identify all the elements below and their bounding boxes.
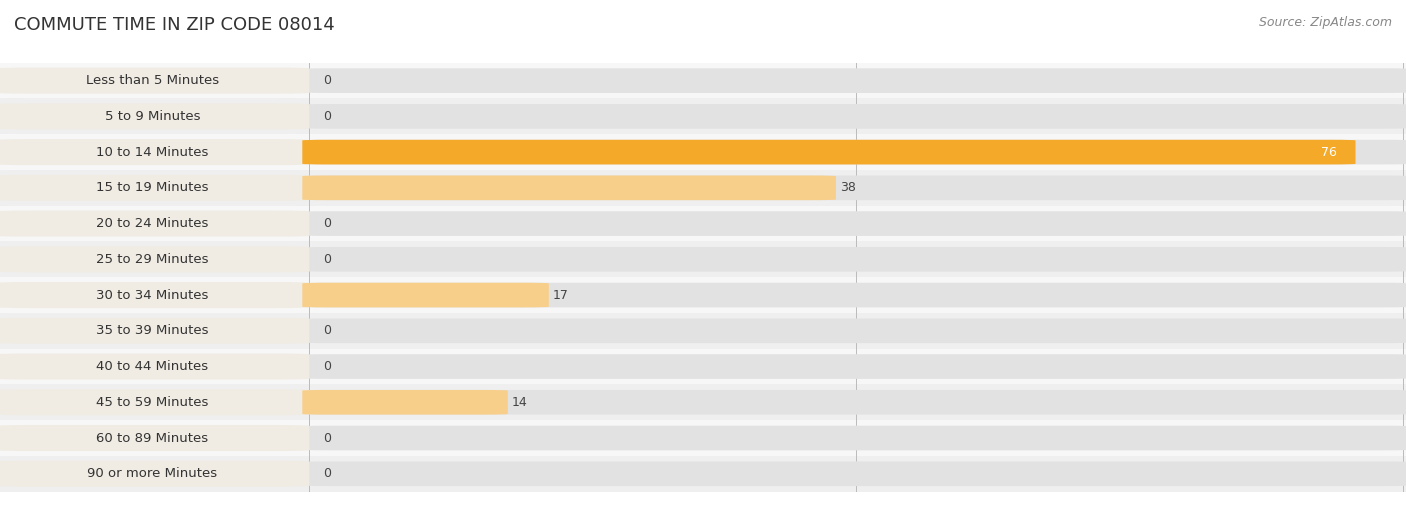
FancyBboxPatch shape bbox=[302, 461, 1406, 486]
FancyBboxPatch shape bbox=[0, 313, 1406, 349]
Text: 14: 14 bbox=[512, 396, 527, 409]
Text: 40 to 44 Minutes: 40 to 44 Minutes bbox=[97, 360, 208, 373]
FancyBboxPatch shape bbox=[0, 67, 309, 94]
FancyBboxPatch shape bbox=[0, 170, 1406, 206]
FancyBboxPatch shape bbox=[302, 69, 1406, 93]
FancyBboxPatch shape bbox=[0, 139, 309, 165]
FancyBboxPatch shape bbox=[0, 246, 309, 272]
FancyBboxPatch shape bbox=[302, 104, 1406, 129]
Text: 76: 76 bbox=[1322, 145, 1337, 158]
FancyBboxPatch shape bbox=[0, 425, 309, 451]
FancyBboxPatch shape bbox=[0, 349, 1406, 384]
FancyBboxPatch shape bbox=[302, 426, 1406, 450]
FancyBboxPatch shape bbox=[302, 354, 1406, 379]
FancyBboxPatch shape bbox=[0, 98, 1406, 134]
FancyBboxPatch shape bbox=[302, 319, 1406, 343]
Text: 20 to 24 Minutes: 20 to 24 Minutes bbox=[97, 217, 208, 230]
Text: 35 to 39 Minutes: 35 to 39 Minutes bbox=[96, 324, 209, 337]
FancyBboxPatch shape bbox=[0, 318, 309, 344]
FancyBboxPatch shape bbox=[0, 242, 1406, 277]
Text: 25 to 29 Minutes: 25 to 29 Minutes bbox=[96, 253, 209, 266]
FancyBboxPatch shape bbox=[0, 206, 1406, 242]
FancyBboxPatch shape bbox=[0, 134, 1406, 170]
Text: 60 to 89 Minutes: 60 to 89 Minutes bbox=[97, 431, 208, 445]
FancyBboxPatch shape bbox=[302, 390, 1406, 415]
Text: 0: 0 bbox=[323, 324, 332, 337]
FancyBboxPatch shape bbox=[302, 176, 837, 200]
Text: 30 to 34 Minutes: 30 to 34 Minutes bbox=[97, 289, 208, 302]
FancyBboxPatch shape bbox=[302, 176, 1406, 200]
FancyBboxPatch shape bbox=[0, 104, 309, 129]
FancyBboxPatch shape bbox=[0, 354, 309, 380]
FancyBboxPatch shape bbox=[0, 389, 309, 415]
FancyBboxPatch shape bbox=[0, 175, 309, 201]
FancyBboxPatch shape bbox=[0, 384, 1406, 420]
Text: 0: 0 bbox=[323, 110, 332, 123]
FancyBboxPatch shape bbox=[0, 63, 1406, 98]
Text: 0: 0 bbox=[323, 74, 332, 87]
FancyBboxPatch shape bbox=[0, 420, 1406, 456]
Text: 10 to 14 Minutes: 10 to 14 Minutes bbox=[97, 145, 208, 158]
Text: 0: 0 bbox=[323, 431, 332, 445]
FancyBboxPatch shape bbox=[0, 211, 309, 236]
Text: Source: ZipAtlas.com: Source: ZipAtlas.com bbox=[1258, 16, 1392, 29]
FancyBboxPatch shape bbox=[302, 140, 1355, 164]
Text: 0: 0 bbox=[323, 360, 332, 373]
FancyBboxPatch shape bbox=[302, 211, 1406, 236]
FancyBboxPatch shape bbox=[0, 282, 309, 308]
FancyBboxPatch shape bbox=[0, 277, 1406, 313]
Text: 17: 17 bbox=[553, 289, 569, 302]
Text: 15 to 19 Minutes: 15 to 19 Minutes bbox=[96, 181, 209, 195]
Text: 90 or more Minutes: 90 or more Minutes bbox=[87, 467, 218, 480]
Text: 45 to 59 Minutes: 45 to 59 Minutes bbox=[97, 396, 208, 409]
Text: 0: 0 bbox=[323, 467, 332, 480]
FancyBboxPatch shape bbox=[302, 283, 1406, 308]
FancyBboxPatch shape bbox=[302, 140, 1406, 164]
Text: 5 to 9 Minutes: 5 to 9 Minutes bbox=[105, 110, 200, 123]
Text: 38: 38 bbox=[841, 181, 856, 195]
FancyBboxPatch shape bbox=[302, 390, 508, 415]
Text: 0: 0 bbox=[323, 217, 332, 230]
Text: Less than 5 Minutes: Less than 5 Minutes bbox=[86, 74, 219, 87]
FancyBboxPatch shape bbox=[0, 456, 1406, 492]
FancyBboxPatch shape bbox=[0, 461, 309, 487]
Text: 0: 0 bbox=[323, 253, 332, 266]
FancyBboxPatch shape bbox=[302, 247, 1406, 271]
Text: COMMUTE TIME IN ZIP CODE 08014: COMMUTE TIME IN ZIP CODE 08014 bbox=[14, 16, 335, 33]
FancyBboxPatch shape bbox=[302, 283, 548, 308]
